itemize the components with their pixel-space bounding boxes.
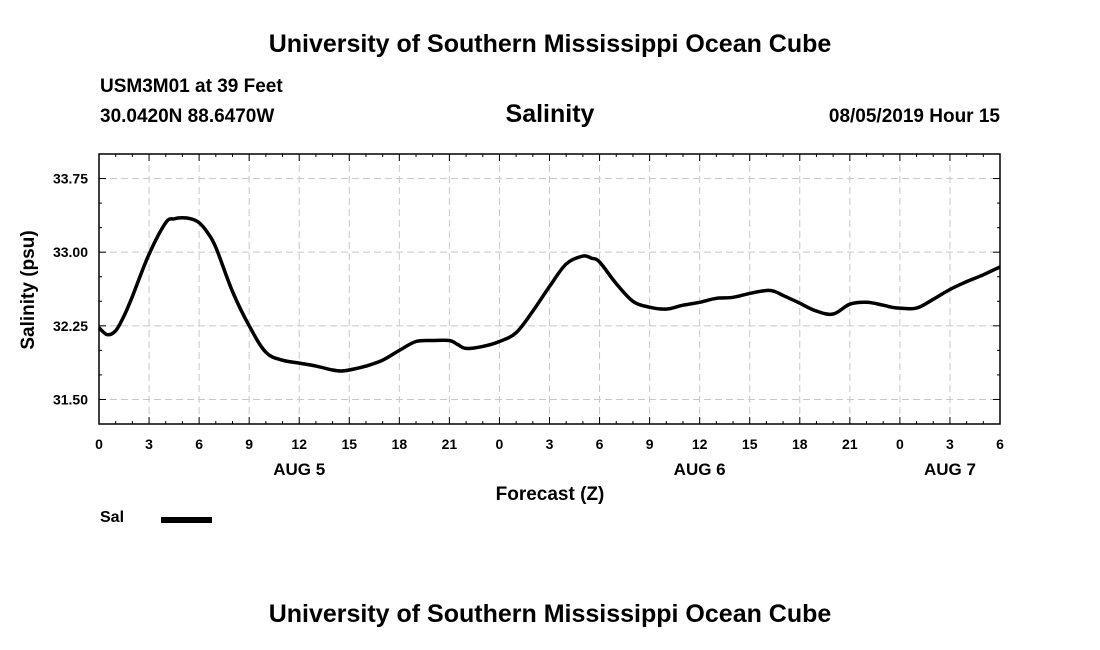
- y-tick-label: 33.00: [53, 244, 88, 260]
- x-tick-label: 3: [546, 436, 554, 452]
- date-label: AUG 5: [273, 460, 325, 479]
- x-tick-label: 12: [692, 436, 708, 452]
- x-tick-label: 0: [896, 436, 904, 452]
- x-tick-label: 3: [946, 436, 954, 452]
- chart-series: [97, 216, 1001, 373]
- legend-label: Sal: [100, 509, 125, 526]
- forecast-timestamp: 08/05/2019 Hour 15: [828, 106, 1000, 127]
- y-tick-label: 31.50: [53, 391, 88, 407]
- x-tick-label: 15: [341, 436, 357, 452]
- x-tick-label: 21: [842, 436, 858, 452]
- y-tick-label: 33.75: [53, 171, 88, 187]
- x-tick-label: 12: [291, 436, 307, 452]
- legend-line-swatch: [161, 517, 212, 523]
- x-tick-label: 18: [392, 436, 408, 452]
- date-label: AUG 6: [674, 460, 726, 479]
- x-tick-label: 0: [95, 436, 103, 452]
- x-tick-label: 18: [792, 436, 808, 452]
- x-axis-label: Forecast (Z): [496, 484, 605, 505]
- x-tick-label: 6: [596, 436, 604, 452]
- page-title: University of Southern Mississippi Ocean…: [268, 30, 832, 58]
- x-tick-label: 0: [496, 436, 504, 452]
- station-name: USM3M01 at 39 Feet: [100, 76, 283, 97]
- station-coordinates: 30.0420N 88.6470W: [100, 106, 275, 127]
- chart-title: Salinity: [505, 100, 595, 128]
- chart-labels: 0 3 6 9 12 15 18 21 0 3 6 9 12 15 18 21 0 3 6 31.50 32.25 33.…: [53, 171, 1004, 479]
- x-tick-label: 9: [245, 436, 253, 452]
- y-axis-label: Salinity (psu): [18, 230, 39, 349]
- chart-grid: [99, 154, 1000, 424]
- footer-title: University of Southern Mississippi Ocean…: [268, 600, 832, 628]
- plot-frame: [98, 153, 1001, 425]
- x-tick-label: 15: [742, 436, 758, 452]
- x-tick-label: 3: [145, 436, 153, 452]
- series-line-salinity: [97, 216, 1001, 373]
- y-tick-label: 32.25: [53, 318, 88, 334]
- x-tick-label: 21: [442, 436, 458, 452]
- date-label: AUG 7: [924, 460, 976, 479]
- x-tick-label: 9: [646, 436, 654, 452]
- x-tick-label: 6: [996, 436, 1004, 452]
- x-tick-label: 6: [195, 436, 203, 452]
